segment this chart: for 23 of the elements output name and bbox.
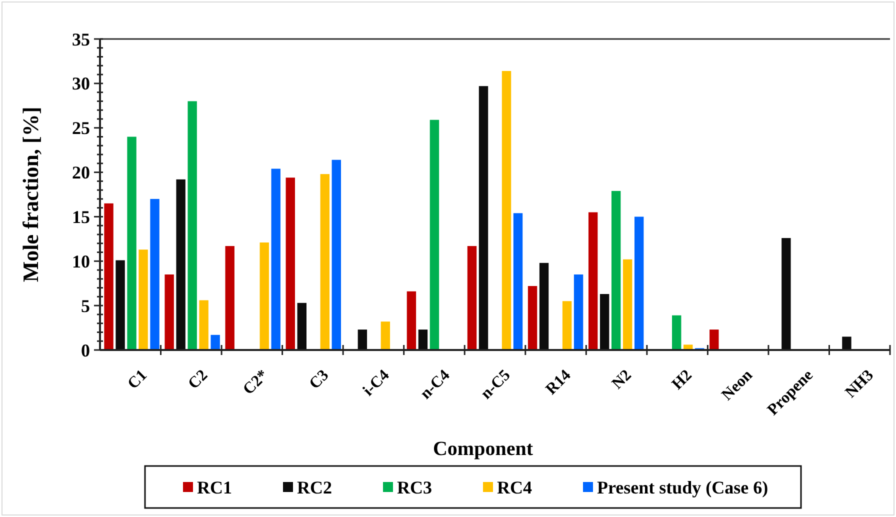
y-tick-label: 15	[72, 207, 90, 228]
y-tick-label: 5	[81, 296, 90, 316]
legend-label: RC1	[197, 477, 232, 498]
x-tick-label: C2*	[240, 366, 272, 398]
y-axis-title: Mole fraction, [%]	[18, 106, 43, 282]
x-tick-label: C3	[306, 366, 332, 393]
x-tick-label: H2	[668, 366, 696, 394]
y-tick-label: 35	[72, 29, 90, 50]
y-tick-label: 20	[72, 162, 90, 183]
legend-label: RC2	[297, 477, 332, 498]
x-tick-label: C1	[124, 366, 151, 393]
x-tick-label: N2	[608, 366, 635, 393]
x-tick-label: i-C4	[360, 366, 393, 400]
y-tick-label: 25	[72, 118, 90, 138]
legend-label: RC4	[497, 477, 532, 498]
x-tick-label: C2	[185, 366, 212, 393]
x-tick-label: R14	[542, 366, 574, 398]
legend-label: Present study (Case 6)	[597, 477, 768, 498]
y-tick-label: 10	[72, 251, 90, 272]
y-tick-label: 0	[81, 340, 90, 360]
y-tick-label: 30	[72, 74, 90, 94]
legend-label: RC3	[397, 477, 432, 498]
x-axis-title: Component	[432, 438, 534, 460]
